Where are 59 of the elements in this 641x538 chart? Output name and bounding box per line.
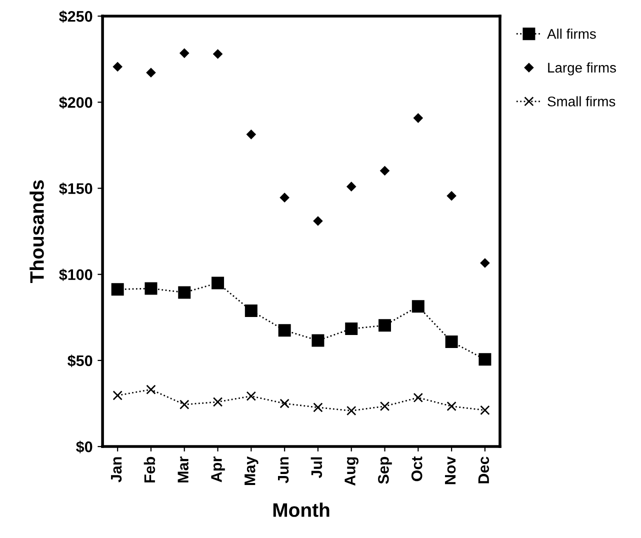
x-tick-label: Oct	[411, 456, 422, 482]
point	[244, 304, 258, 317]
point	[278, 324, 291, 337]
point	[346, 406, 356, 416]
legend-label: Small firms	[548, 96, 616, 106]
y-tick-label: $250	[59, 10, 92, 23]
point	[480, 258, 490, 268]
y-tick-label: $150	[59, 182, 92, 195]
point	[313, 402, 323, 412]
point	[180, 400, 190, 410]
x-axis-title: Month	[273, 502, 330, 517]
x-tick-label: Mar	[178, 456, 188, 482]
x-tick-label: Jun	[278, 457, 289, 484]
x-tick-label: Dec	[478, 456, 490, 484]
x-tick-label: Sep	[378, 456, 392, 484]
point	[111, 283, 124, 296]
point	[478, 353, 492, 366]
y-tick-label: $100	[59, 268, 92, 282]
point	[280, 192, 290, 202]
point	[380, 166, 390, 176]
y-tick-label: $0	[76, 440, 92, 454]
point	[413, 392, 424, 403]
y-tick-label: $50	[68, 354, 92, 368]
x-tick-label: Aug	[344, 457, 358, 486]
x-tick-label: Jan	[111, 457, 122, 482]
point	[212, 397, 223, 407]
point	[146, 68, 156, 78]
point	[414, 113, 423, 123]
y-axis-title: Thousands	[30, 180, 44, 283]
point	[412, 300, 424, 313]
point	[480, 405, 490, 416]
x-tick-label: Nov	[444, 456, 456, 484]
point	[380, 401, 390, 412]
point	[180, 48, 190, 58]
point	[246, 391, 256, 401]
point	[112, 62, 122, 72]
point	[213, 49, 222, 59]
point	[445, 335, 458, 348]
point	[346, 182, 356, 192]
x-tick-label: Jul	[310, 457, 322, 478]
point	[144, 282, 158, 295]
x-tick-label: Feb	[144, 456, 156, 482]
legend-label: Large firms	[548, 62, 616, 76]
point	[313, 216, 323, 226]
point	[246, 130, 256, 140]
point	[146, 384, 156, 394]
legend-label: All firms	[547, 28, 596, 39]
x-tick-label: Apr	[211, 456, 225, 482]
point	[178, 286, 191, 299]
x-tick-label: May	[244, 456, 258, 485]
point	[112, 390, 122, 400]
point	[312, 334, 324, 347]
point	[345, 322, 358, 336]
point	[378, 319, 392, 332]
point	[446, 401, 456, 412]
y-tick-label: $200	[59, 96, 92, 109]
point	[280, 398, 290, 408]
point	[446, 191, 456, 200]
point	[212, 276, 224, 290]
